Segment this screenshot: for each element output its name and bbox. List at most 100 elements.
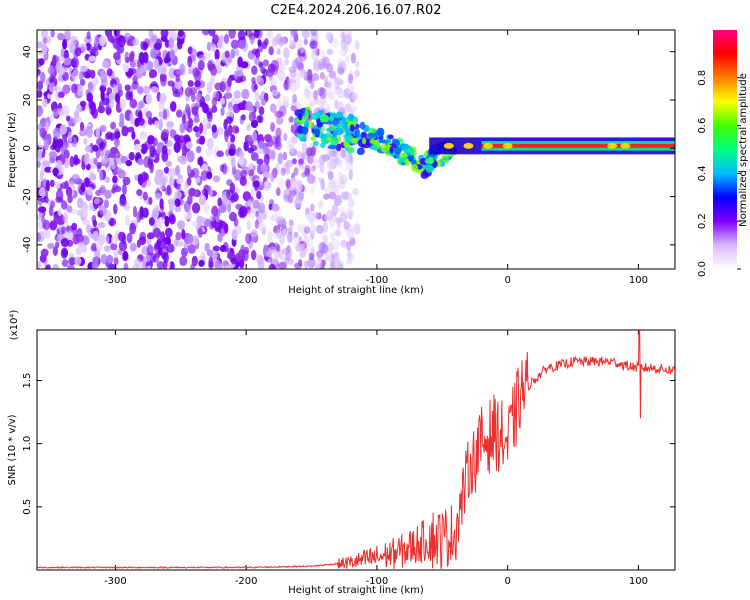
heatmap-noise-cell (84, 145, 92, 153)
heatmap-noise-cell (122, 250, 129, 262)
heatmap-noise-cell (250, 152, 259, 162)
heatmap-noise-cell (322, 193, 330, 200)
heatmap-noise-cell (112, 175, 118, 184)
heatmap-noise-cell (339, 174, 348, 185)
heatmap-noise-cell (332, 37, 338, 49)
heatmap-noise-cell (216, 150, 224, 158)
heatmap-noise-cell (240, 169, 247, 179)
heatmap-noise-cell (76, 227, 83, 238)
heatmap-noise-cell (285, 168, 291, 176)
heatmap-noise-cell (238, 207, 245, 218)
heatmap-noise-cell (100, 70, 105, 79)
heatmap-noise-cell (178, 155, 188, 165)
heatmap-noise-cell (251, 65, 258, 76)
heatmap-noise-cell (140, 64, 146, 74)
heatmap-noise-cell (196, 215, 204, 226)
heatmap-noise-cell (288, 116, 294, 123)
x-tick-label: -200 (235, 576, 258, 587)
heatmap-noise-cell (158, 118, 163, 131)
heatmap-noise-cell (344, 154, 351, 164)
heatmap-noise-cell (345, 36, 352, 46)
heatmap-noise-cell (153, 42, 162, 51)
heatmap-noise-cell (154, 173, 162, 186)
heatmap-noise-cell (338, 101, 344, 112)
heatmap-noise-cell (49, 113, 55, 124)
heatmap-noise-cell (291, 158, 297, 165)
heatmap-noise-cell (328, 180, 336, 191)
heatmap-noise-cell (137, 174, 144, 186)
heatmap-noise-cell (197, 59, 205, 71)
heatmap-noise-cell (279, 249, 284, 260)
heatmap-noise-cell (175, 68, 184, 76)
heatmap-signal-cell (387, 134, 394, 140)
heatmap-noise-cell (230, 157, 236, 168)
colorbar-tick-label: 0.6 (697, 118, 708, 134)
colorbar-ticks: 0.0 0.2 0.4 0.6 0.8 (697, 70, 741, 277)
heatmap-noise-cell (126, 71, 133, 79)
heatmap-noise-cell (282, 227, 287, 240)
heatmap-noise-cell (113, 256, 119, 266)
y-tick-label: 0.5 (22, 499, 33, 515)
heatmap-noise-cell (185, 106, 191, 116)
heatmap-noise-cell (343, 226, 352, 235)
heatmap-noise-cell (132, 38, 139, 46)
heatmap-noise-cell (37, 90, 40, 98)
heatmap-noise-cell (277, 152, 283, 165)
heatmap-noise-cell (104, 176, 111, 183)
heatmap-noise-cell (99, 141, 106, 150)
heatmap-noise-cell (291, 188, 296, 198)
heatmap-noise-cell (39, 127, 47, 139)
heatmap-noise-cell (275, 142, 282, 151)
heatmap-noise-cell (198, 54, 206, 61)
heatmap-noise-cell (334, 99, 339, 110)
heatmap-noise-cell (336, 66, 345, 75)
heatmap-signal-cell (325, 127, 333, 133)
heatmap-noise-cell (271, 256, 279, 265)
heatmap-noise-cell (89, 173, 97, 181)
heatmap-noise-cell (246, 219, 251, 231)
y-tick-label: -20 (22, 188, 33, 204)
heatmap-noise-cell (187, 55, 193, 68)
heatmap-noise-cell (220, 107, 225, 117)
heatmap-noise-cell (129, 222, 137, 235)
heatmap-noise-cell (147, 135, 155, 145)
snr-panel: -300 -200 -100 0 100 0.5 1.0 1.5 (x10⁴) SNR (10… (7, 310, 676, 596)
heatmap-noise-cell (293, 231, 299, 238)
heatmap-noise-cell (309, 40, 318, 49)
heatmap-noise-cell (122, 183, 127, 196)
heatmap-noise-cell (281, 248, 290, 255)
heatmap-noise-cell (272, 91, 281, 100)
heatmap-noise-cell (101, 155, 109, 165)
heatmap-line-peak (502, 142, 513, 149)
heatmap-noise-cell (52, 54, 57, 67)
heatmap-noise-cell (288, 66, 297, 73)
heatmap-noise-cell (61, 259, 69, 267)
heatmap-noise-cell (342, 192, 350, 201)
heatmap-noise-cell (238, 150, 245, 158)
heatmap-noise-cell (326, 158, 333, 171)
heatmap-noise-cell (310, 30, 318, 36)
heatmap-signal-cell (362, 137, 367, 145)
heatmap-noise-cell (164, 215, 170, 227)
heatmap-noise-cell (143, 41, 149, 50)
heatmap-noise-cell (43, 196, 49, 204)
heatmap-noise-cell (354, 69, 360, 78)
heatmap-noise-cell (37, 80, 44, 91)
heatmap-signal-cell (356, 147, 364, 155)
heatmap-noise-cell (205, 108, 213, 116)
heatmap-noise-cell (248, 111, 257, 122)
heatmap-noise-cell (304, 164, 311, 176)
heatmap-noise-cell (194, 80, 201, 88)
heatmap-noise-cell (312, 211, 319, 219)
spectrogram-axes: -300 -200 -100 0 100 40 20 0 -20 -40 (22, 30, 675, 286)
spectrogram-panel: -300 -200 -100 0 100 40 20 0 -20 -40 Height of st… (7, 29, 676, 296)
heatmap-noise-cell (233, 70, 239, 80)
heatmap-noise-cell (129, 98, 138, 109)
heatmap-noise-cell (233, 90, 241, 99)
heatmap-noise-cell (343, 220, 351, 230)
heatmap-noise-cell (237, 30, 246, 41)
heatmap-noise-cell (300, 224, 307, 236)
heatmap-noise-cell (345, 162, 354, 172)
heatmap-noise-cell (178, 135, 185, 144)
heatmap-noise-cell (205, 94, 211, 102)
